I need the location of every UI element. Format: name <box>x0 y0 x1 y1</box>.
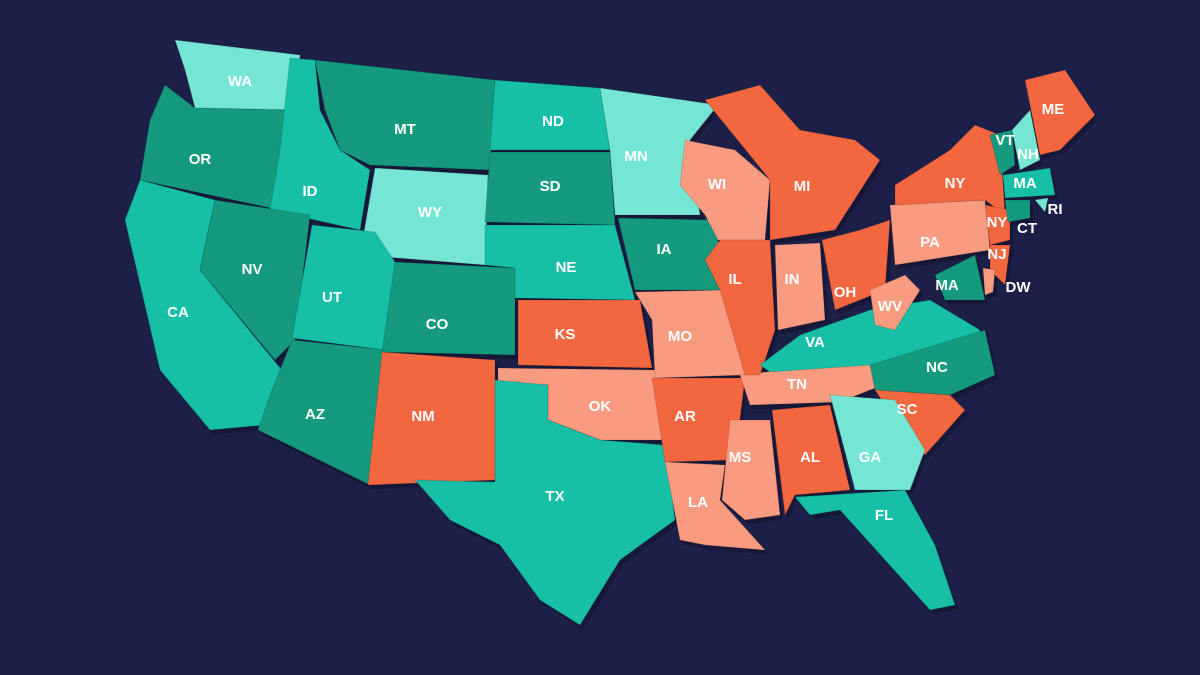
state-label: DW <box>1006 279 1032 296</box>
state-label: SD <box>540 178 561 195</box>
state-label: UT <box>322 289 342 306</box>
state-labels: WA OR CA ID NV MT WY UT AZ CO NM ND SD NE KS OK TX MN IA MO… <box>167 73 1064 524</box>
state-label: OH <box>834 284 857 301</box>
state-label: MI <box>794 178 811 195</box>
state-shape <box>989 129 1016 176</box>
state-label: IA <box>657 241 672 258</box>
state-label: MO <box>668 328 692 345</box>
state-label: RI <box>1048 201 1063 218</box>
state-label: WY <box>418 204 442 221</box>
state-shape <box>821 219 891 311</box>
state-label: VT <box>995 132 1014 149</box>
state-label: MN <box>624 148 647 165</box>
state-label: AR <box>674 408 696 425</box>
state-label: VA <box>805 334 825 351</box>
state-label: TN <box>787 376 807 393</box>
state-shape <box>794 489 956 611</box>
state-label: MA <box>935 277 958 294</box>
state-label: NY <box>987 214 1008 231</box>
state-shape <box>869 329 996 396</box>
state-label: NC <box>926 359 948 376</box>
state-shape <box>257 339 386 486</box>
state-label: AZ <box>305 406 325 423</box>
state-shape <box>982 267 996 296</box>
state-label: SC <box>897 401 918 418</box>
state-shape <box>704 84 881 241</box>
state-shape <box>199 199 311 361</box>
state-label: OR <box>189 151 212 168</box>
state-label: CO <box>426 316 449 333</box>
state-label: TX <box>545 488 564 505</box>
state-label: WI <box>708 176 726 193</box>
state-shape <box>1011 109 1041 171</box>
state-label: KS <box>555 326 576 343</box>
state-shape <box>381 261 516 356</box>
state-label: AL <box>800 449 820 466</box>
state-shape <box>771 404 851 516</box>
state-label: CT <box>1017 220 1037 237</box>
state-label: PA <box>920 234 940 251</box>
state-label: NE <box>556 259 577 276</box>
state-shape <box>869 274 921 331</box>
state-shapes <box>124 39 1096 626</box>
state-label: FL <box>875 507 893 524</box>
state-label: ND <box>542 113 564 130</box>
state-shape <box>1024 69 1096 156</box>
state-shape <box>1002 167 1056 199</box>
state-shape <box>721 419 781 521</box>
state-label: ME <box>1042 101 1065 118</box>
state-shape <box>1034 197 1049 213</box>
state-label: WV <box>878 298 902 315</box>
state-shape <box>984 204 1011 246</box>
state-label: NJ <box>987 246 1006 263</box>
state-shape <box>634 289 746 379</box>
state-label: OK <box>589 398 612 415</box>
state-label: MS <box>729 449 752 466</box>
state-label: NH <box>1017 146 1039 163</box>
state-label: WA <box>228 73 252 90</box>
state-shape <box>704 239 776 376</box>
state-shape <box>269 57 371 231</box>
state-label: MA <box>1013 175 1036 192</box>
state-label: NV <box>242 261 263 278</box>
state-shape <box>934 254 986 301</box>
state-shape <box>774 242 826 331</box>
state-label: NM <box>411 408 434 425</box>
state-label: LA <box>688 494 708 511</box>
state-label: NY <box>945 175 966 192</box>
state-shape <box>1004 199 1031 223</box>
state-label: GA <box>859 449 882 466</box>
state-label: MT <box>394 121 416 138</box>
state-shape <box>484 224 636 301</box>
state-label: IL <box>728 271 741 288</box>
state-shape <box>829 394 926 491</box>
state-label: ID <box>303 183 318 200</box>
state-label: IN <box>785 271 800 288</box>
state-label: CA <box>167 304 189 321</box>
state-shape <box>517 299 653 369</box>
